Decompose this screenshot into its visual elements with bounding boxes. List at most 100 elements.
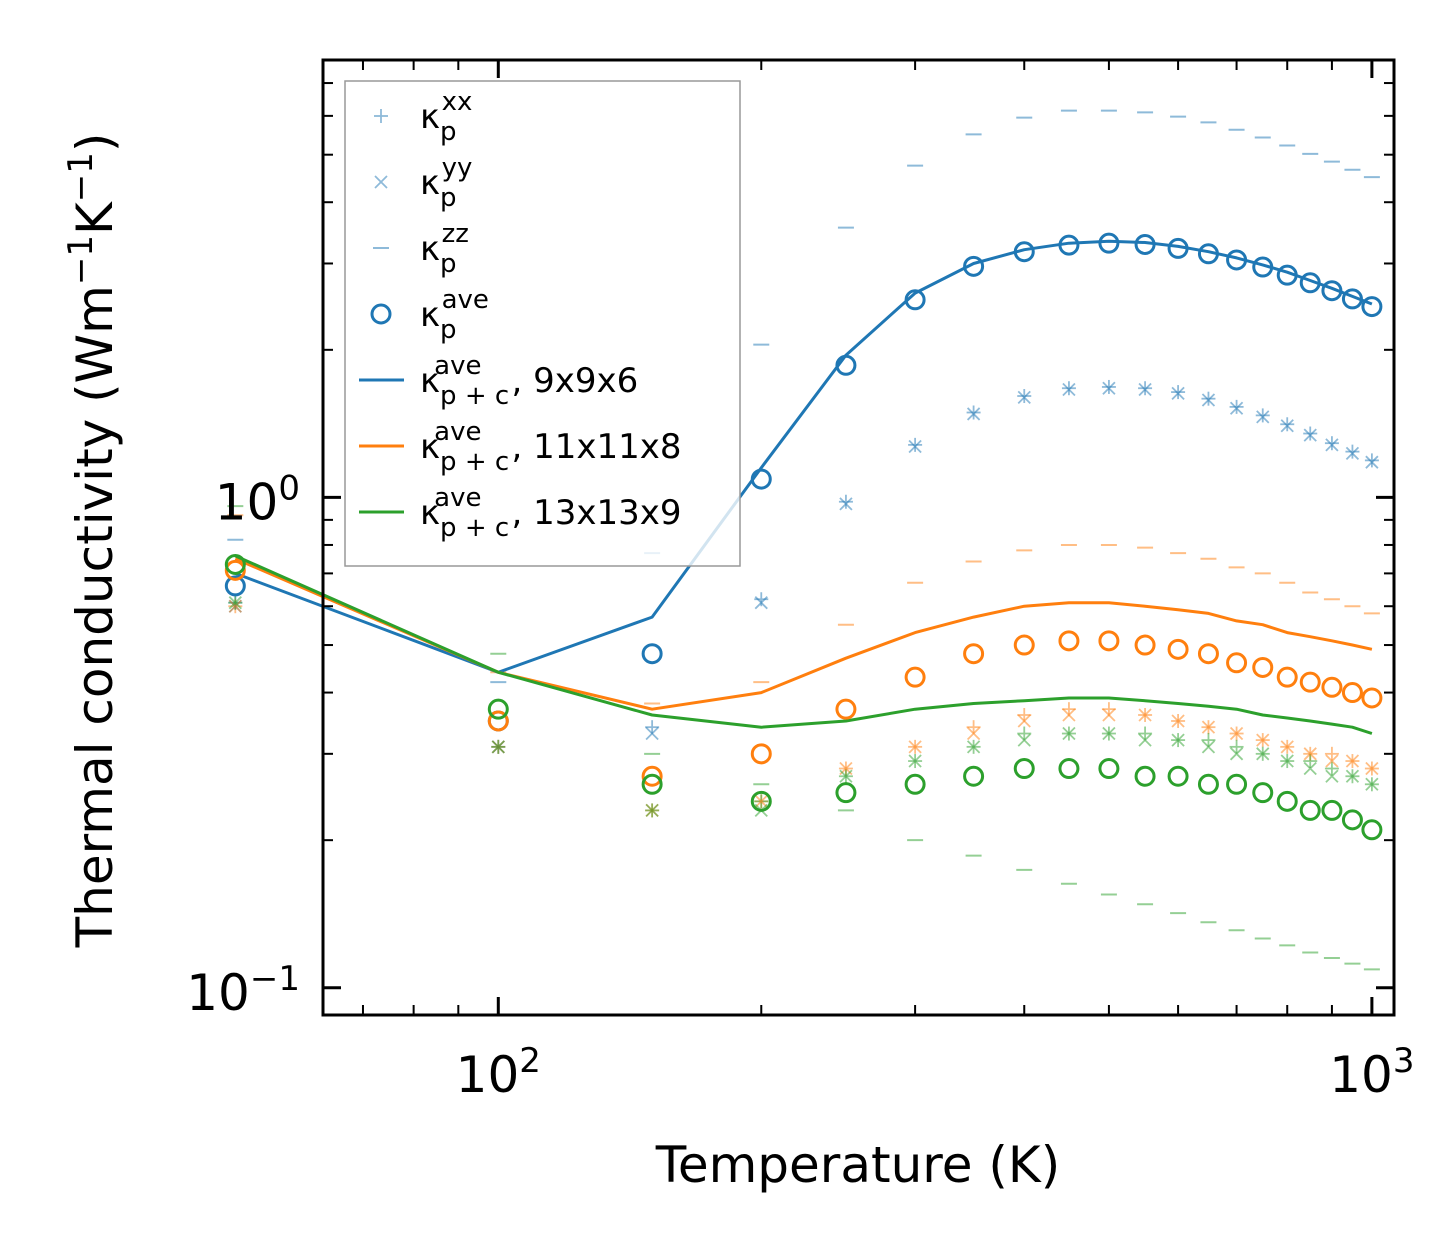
series-11x11x8-circle-point	[224, 559, 246, 581]
legend-entry: κp + cave , 11x11x8	[359, 417, 682, 477]
legend-entry: κp + cave , 13x13x9	[359, 483, 682, 543]
series-11x11x8-circle-point	[1134, 634, 1156, 656]
series-9x9x6-circle-point	[1134, 233, 1156, 255]
series-11x11x8-x-point	[1171, 714, 1185, 728]
series-13x13x9-plus-point	[1201, 733, 1216, 748]
series-11x11x8-x-point	[228, 599, 242, 613]
series-13x13x9-x-point	[645, 803, 659, 818]
series-13x13x9-x-point	[491, 740, 505, 754]
series-11x11x8-circle-point	[487, 710, 509, 732]
y-tick-label: 10−1	[186, 959, 300, 1022]
series-9x9x6-plus-point	[1201, 391, 1216, 406]
legend-label: κpyy	[420, 153, 472, 213]
series-13x13x9-circle-point	[1197, 773, 1219, 795]
series-9x9x6-circle-point	[1226, 249, 1248, 271]
series-13x13x9-x-point	[1365, 777, 1379, 791]
y-axis-label-end: )	[66, 133, 124, 153]
axes-frame	[321, 58, 1396, 1017]
series-11x11x8-x-point	[1345, 754, 1360, 768]
series-11x11x8-circle-point	[1098, 630, 1120, 652]
series-9x9x6-circle-point	[1321, 280, 1343, 302]
series-13x13x9-x-point	[1062, 726, 1076, 741]
y-tick-label-exponent: 0	[278, 468, 300, 508]
legend-kappa: κ	[420, 97, 440, 137]
legend-marker	[370, 303, 392, 325]
series-11x11x8-plus-point	[1017, 707, 1032, 722]
series-13x13x9-circle-point	[1341, 809, 1363, 831]
series-9x9x6-plus-point	[908, 437, 923, 452]
series-11x11x8-circle-point	[1341, 682, 1363, 704]
legend-label: κp + cave , 9x9x6	[420, 351, 638, 411]
series-9x9x6-circle-point	[224, 575, 246, 597]
legend-entry: κpzz	[373, 219, 469, 279]
series-13x13x9-circle-point	[1226, 773, 1248, 795]
series-11x11x8-circle-point	[1058, 630, 1080, 652]
legend-kappa: κ	[420, 295, 440, 335]
legend-superscript: yy	[442, 153, 473, 183]
x-tick-label-exponent: 3	[1393, 1041, 1415, 1081]
series-9x9x6-x-point	[908, 439, 922, 454]
series-9x9x6-circle-point	[750, 468, 772, 490]
legend-mesh-text: , 13x13x9	[512, 493, 682, 533]
y-tick-label-base: 10	[186, 964, 250, 1022]
series-9x9x6-x-point	[1280, 419, 1294, 433]
series-13x13x9-circle-point	[224, 553, 246, 575]
series-11x11x8-x-point	[1325, 754, 1339, 768]
series-9x9x6-circle-point	[1276, 264, 1298, 286]
series-13x13x9-x-point	[1201, 740, 1216, 754]
series-9x9x6-plus-point	[1138, 381, 1153, 396]
series-9x9x6-circle-point	[1098, 232, 1120, 254]
series-9x9x6-x-point	[1229, 401, 1244, 415]
series-13x13x9-x-point	[228, 596, 242, 610]
series-9x9x6-circle-point	[1361, 296, 1383, 318]
series-9x9x6-circle-point	[1013, 241, 1035, 263]
y-tick-label: 100	[215, 468, 300, 531]
legend-subscript: p + c	[440, 447, 509, 477]
series-11x11x8-line-line	[234, 557, 1373, 711]
y-tick-label-exponent: −1	[250, 959, 300, 999]
legend-label: κp + cave , 11x11x8	[420, 417, 682, 477]
series-13x13x9-x-point	[1229, 747, 1244, 761]
legend-mesh-text: , 11x11x8	[512, 427, 682, 467]
legend-entry: κpyy	[374, 153, 472, 213]
series-13x13x9-circle-point	[835, 782, 857, 804]
legend-subscript: p + c	[440, 381, 509, 411]
series-13x13x9-x-point	[1102, 726, 1116, 741]
series-13x13x9-circle-point	[1299, 799, 1321, 821]
series-9x9x6-circle-point	[1058, 234, 1080, 256]
series-13x13x9-x-point	[1256, 747, 1270, 761]
series-9x9x6-x-point	[1201, 393, 1216, 407]
legend-kappa: κ	[420, 493, 440, 533]
legend-superscript: ave	[442, 285, 489, 315]
series-9x9x6-circle-point	[641, 643, 663, 665]
series-13x13x9-circle-point	[1167, 765, 1189, 787]
series-9x9x6-circle-point	[1299, 272, 1321, 294]
series-13x13x9-line-line	[234, 554, 1373, 735]
series-11x11x8-x-point	[1303, 747, 1317, 761]
series-13x13x9-circle-point	[1276, 790, 1298, 812]
series-11x11x8-circle-point	[1197, 643, 1219, 665]
legend-label: κp + cave , 13x13x9	[420, 483, 682, 543]
y-axis-label: Thermal conductivity (Wm−1K−1)	[61, 133, 124, 949]
series-11x11x8-circle-point	[1226, 652, 1248, 674]
series-9x9x6-x-point	[966, 407, 981, 421]
series-11x11x8-circle-point	[835, 698, 857, 720]
series-9x9x6-x-point	[1303, 428, 1317, 442]
series-11x11x8-circle-point	[1299, 671, 1321, 693]
series-13x13x9-plus-point	[1229, 739, 1244, 754]
y-axis-label-mid: K	[66, 201, 124, 235]
series-13x13x9-circle-point	[750, 790, 772, 812]
series-13x13x9-x-point	[1171, 733, 1185, 747]
series-9x9x6-plus-point	[1017, 389, 1032, 404]
series-11x11x8-circle-point	[963, 643, 985, 665]
series-11x11x8-x-point	[1201, 720, 1216, 734]
series-13x13x9-circle-point	[1252, 782, 1274, 804]
series-13x13x9-circle-point	[904, 773, 926, 795]
legend-subscript: p	[440, 315, 457, 345]
y-axis-label-base: Thermal conductivity (Wm	[66, 285, 124, 948]
legend-subscript: p	[440, 249, 457, 279]
x-tick-label: 103	[1329, 1041, 1414, 1104]
legend-superscript: xx	[442, 87, 473, 117]
